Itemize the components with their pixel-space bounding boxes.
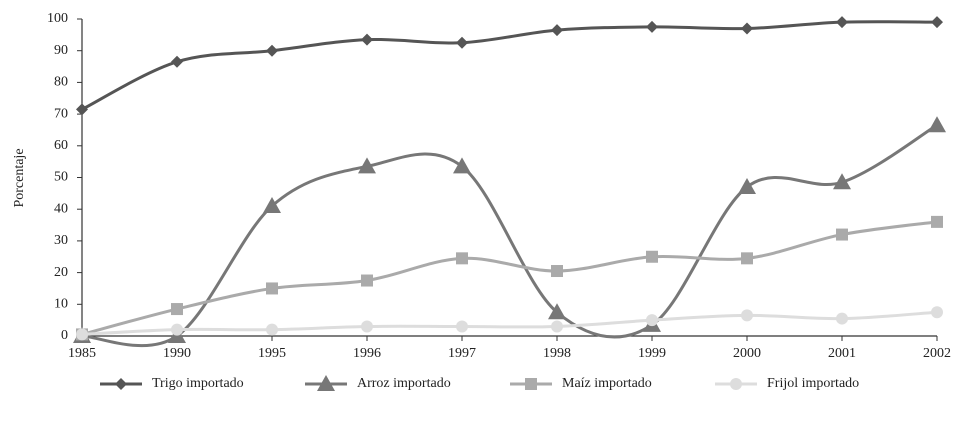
marker (551, 24, 563, 37)
x-tick-label: 1985 (68, 346, 96, 361)
marker (836, 312, 848, 325)
marker (76, 103, 88, 116)
x-tick-label: 1990 (163, 346, 191, 361)
legend-label: Frijol importado (767, 376, 859, 391)
marker (171, 303, 183, 316)
y-tick-label: 60 (54, 138, 68, 153)
marker (928, 116, 946, 133)
marker (741, 309, 753, 322)
y-tick-label: 30 (54, 233, 68, 248)
legend-label: Arroz importado (357, 376, 451, 391)
legend-marker (115, 378, 127, 390)
marker (738, 178, 756, 195)
marker (931, 215, 943, 228)
y-tick-label: 0 (61, 328, 68, 343)
legend-marker (730, 378, 742, 390)
legend-label: Trigo importado (152, 376, 244, 391)
y-tick-label: 90 (54, 43, 68, 58)
x-tick-label: 1998 (543, 346, 571, 361)
legend-label: Maíz importado (562, 376, 652, 391)
series-line (81, 123, 938, 348)
legend-marker (317, 375, 335, 391)
y-tick-label: 50 (54, 170, 68, 185)
marker (836, 16, 848, 29)
series-line (81, 220, 938, 336)
series-line (81, 310, 938, 336)
marker (171, 55, 183, 68)
x-tick-label: 2002 (923, 346, 951, 361)
y-tick-label: 20 (54, 265, 68, 280)
marker (456, 252, 468, 265)
marker (358, 157, 376, 174)
marker (646, 314, 658, 327)
marker (263, 197, 281, 214)
y-tick-label: 80 (54, 75, 68, 90)
marker (171, 323, 183, 336)
marker (453, 157, 471, 174)
legend-marker (525, 378, 537, 390)
marker (456, 320, 468, 333)
y-axis-label: Porcentaje (12, 148, 27, 207)
marker (551, 265, 563, 278)
marker (266, 323, 278, 336)
y-tick-label: 70 (54, 106, 68, 121)
y-tick-label: 100 (47, 11, 68, 26)
marker (931, 306, 943, 319)
y-tick-label: 40 (54, 201, 68, 216)
marker (646, 250, 658, 263)
marker (361, 274, 373, 287)
series-line (81, 20, 938, 111)
marker (551, 320, 563, 333)
marker (741, 22, 753, 35)
marker (741, 252, 753, 265)
x-tick-label: 1995 (258, 346, 286, 361)
marker (361, 33, 373, 46)
y-tick-label: 10 (54, 297, 68, 312)
marker (833, 173, 851, 190)
marker (266, 44, 278, 57)
x-tick-label: 2001 (828, 346, 856, 361)
marker (76, 328, 88, 341)
marker (931, 16, 943, 29)
marker (266, 282, 278, 295)
marker (646, 20, 658, 33)
marker (361, 320, 373, 333)
marker (456, 36, 468, 49)
x-tick-label: 1996 (353, 346, 381, 361)
x-tick-label: 1997 (448, 346, 476, 361)
x-tick-label: 1999 (638, 346, 666, 361)
x-tick-label: 2000 (733, 346, 761, 361)
marker (836, 228, 848, 241)
marker (548, 303, 566, 320)
